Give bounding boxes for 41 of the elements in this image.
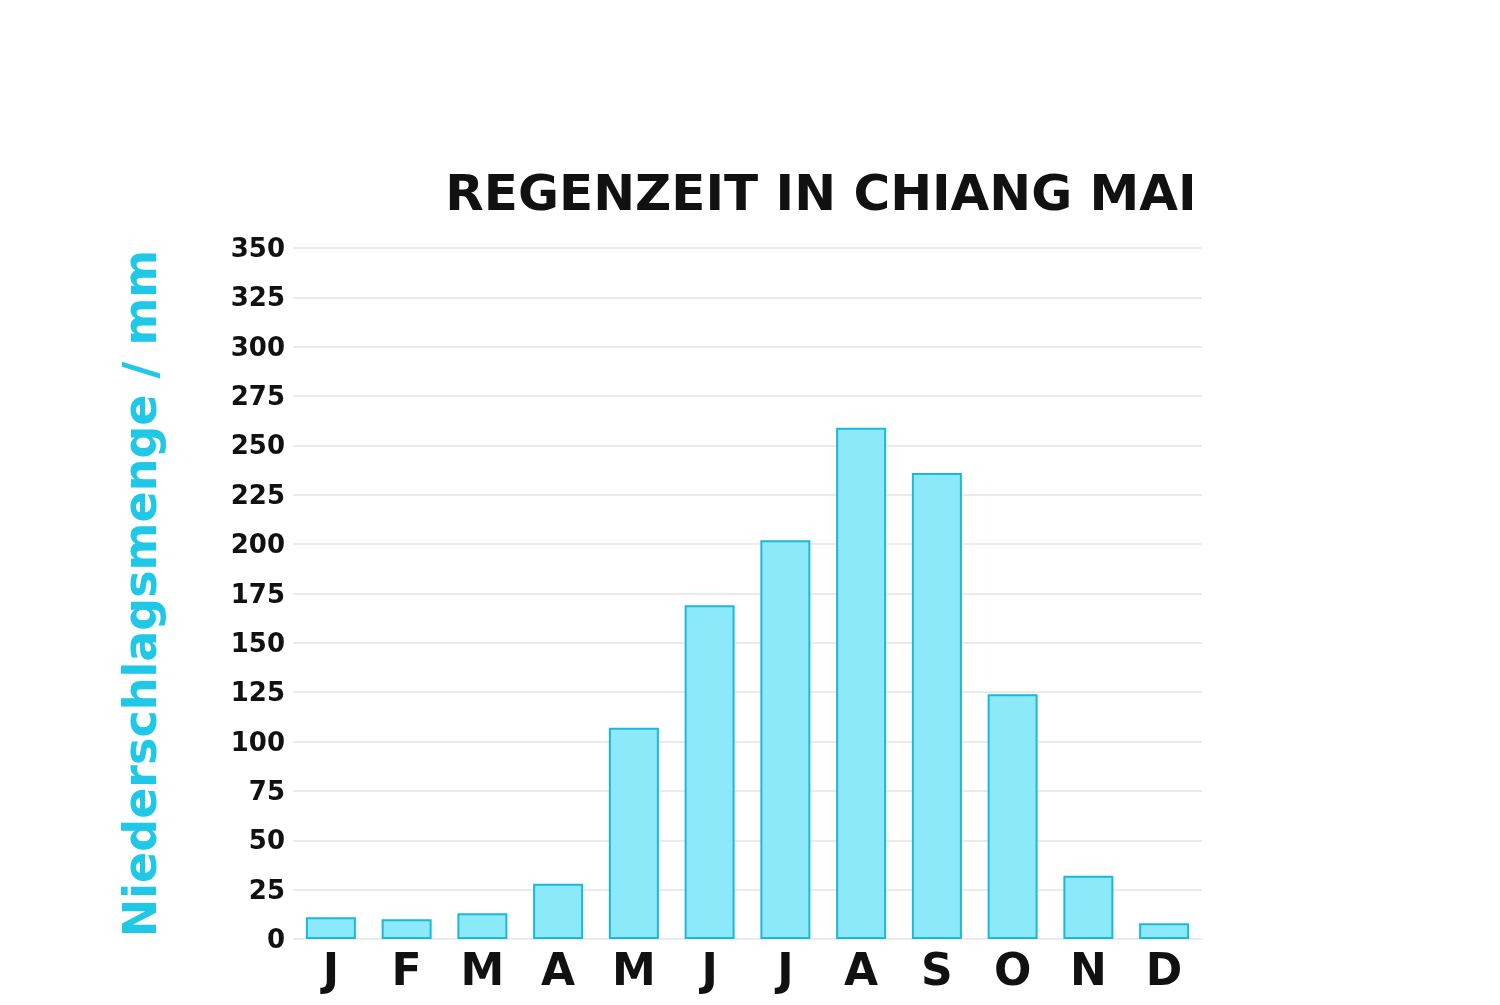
x-tick-label: O [993, 943, 1032, 995]
bar [911, 473, 962, 939]
x-tick-label: M [611, 943, 656, 995]
y-tick-label: 175 [230, 578, 285, 609]
y-tick-label: 25 [248, 874, 285, 905]
y-tick-label: 250 [230, 430, 285, 461]
y-tick-label: 75 [248, 775, 285, 806]
bar [760, 540, 811, 939]
x-tick-label: A [541, 943, 576, 995]
y-tick-label: 0 [266, 924, 285, 954]
bar [533, 883, 584, 939]
x-tick-label: F [391, 943, 422, 995]
bar [987, 694, 1038, 939]
chart-title: REGENZEIT IN CHIANG MAI [445, 164, 1197, 222]
y-tick-label: 325 [230, 282, 285, 313]
bar [608, 727, 659, 939]
y-axis-title: Niederschlagsmenge / mm [113, 249, 167, 938]
x-tick-label: J [698, 943, 718, 995]
y-tick-label: 150 [230, 627, 285, 658]
y-tick-label: 225 [230, 479, 285, 510]
y-tick-label: 275 [230, 381, 285, 412]
x-tick-label: D [1145, 943, 1183, 995]
x-tick-label: S [921, 943, 953, 995]
x-tick-label: J [319, 943, 340, 995]
bar [684, 605, 735, 939]
y-tick-label: 300 [230, 331, 285, 362]
y-tick-label: 50 [248, 825, 285, 856]
x-tick-label: M [460, 943, 505, 995]
bar [836, 427, 887, 939]
bar [457, 913, 508, 939]
bar [381, 919, 432, 939]
x-tick-label: N [1069, 943, 1107, 995]
bar [1063, 875, 1114, 939]
y-tick-label: 100 [230, 726, 285, 757]
bar [1139, 923, 1190, 939]
y-tick-label: 200 [230, 529, 285, 560]
bar [305, 917, 356, 939]
y-tick-label: 350 [230, 233, 285, 263]
y-tick-label: 125 [230, 677, 285, 708]
x-tick-label: J [774, 943, 794, 995]
x-tick-label: A [844, 943, 879, 995]
